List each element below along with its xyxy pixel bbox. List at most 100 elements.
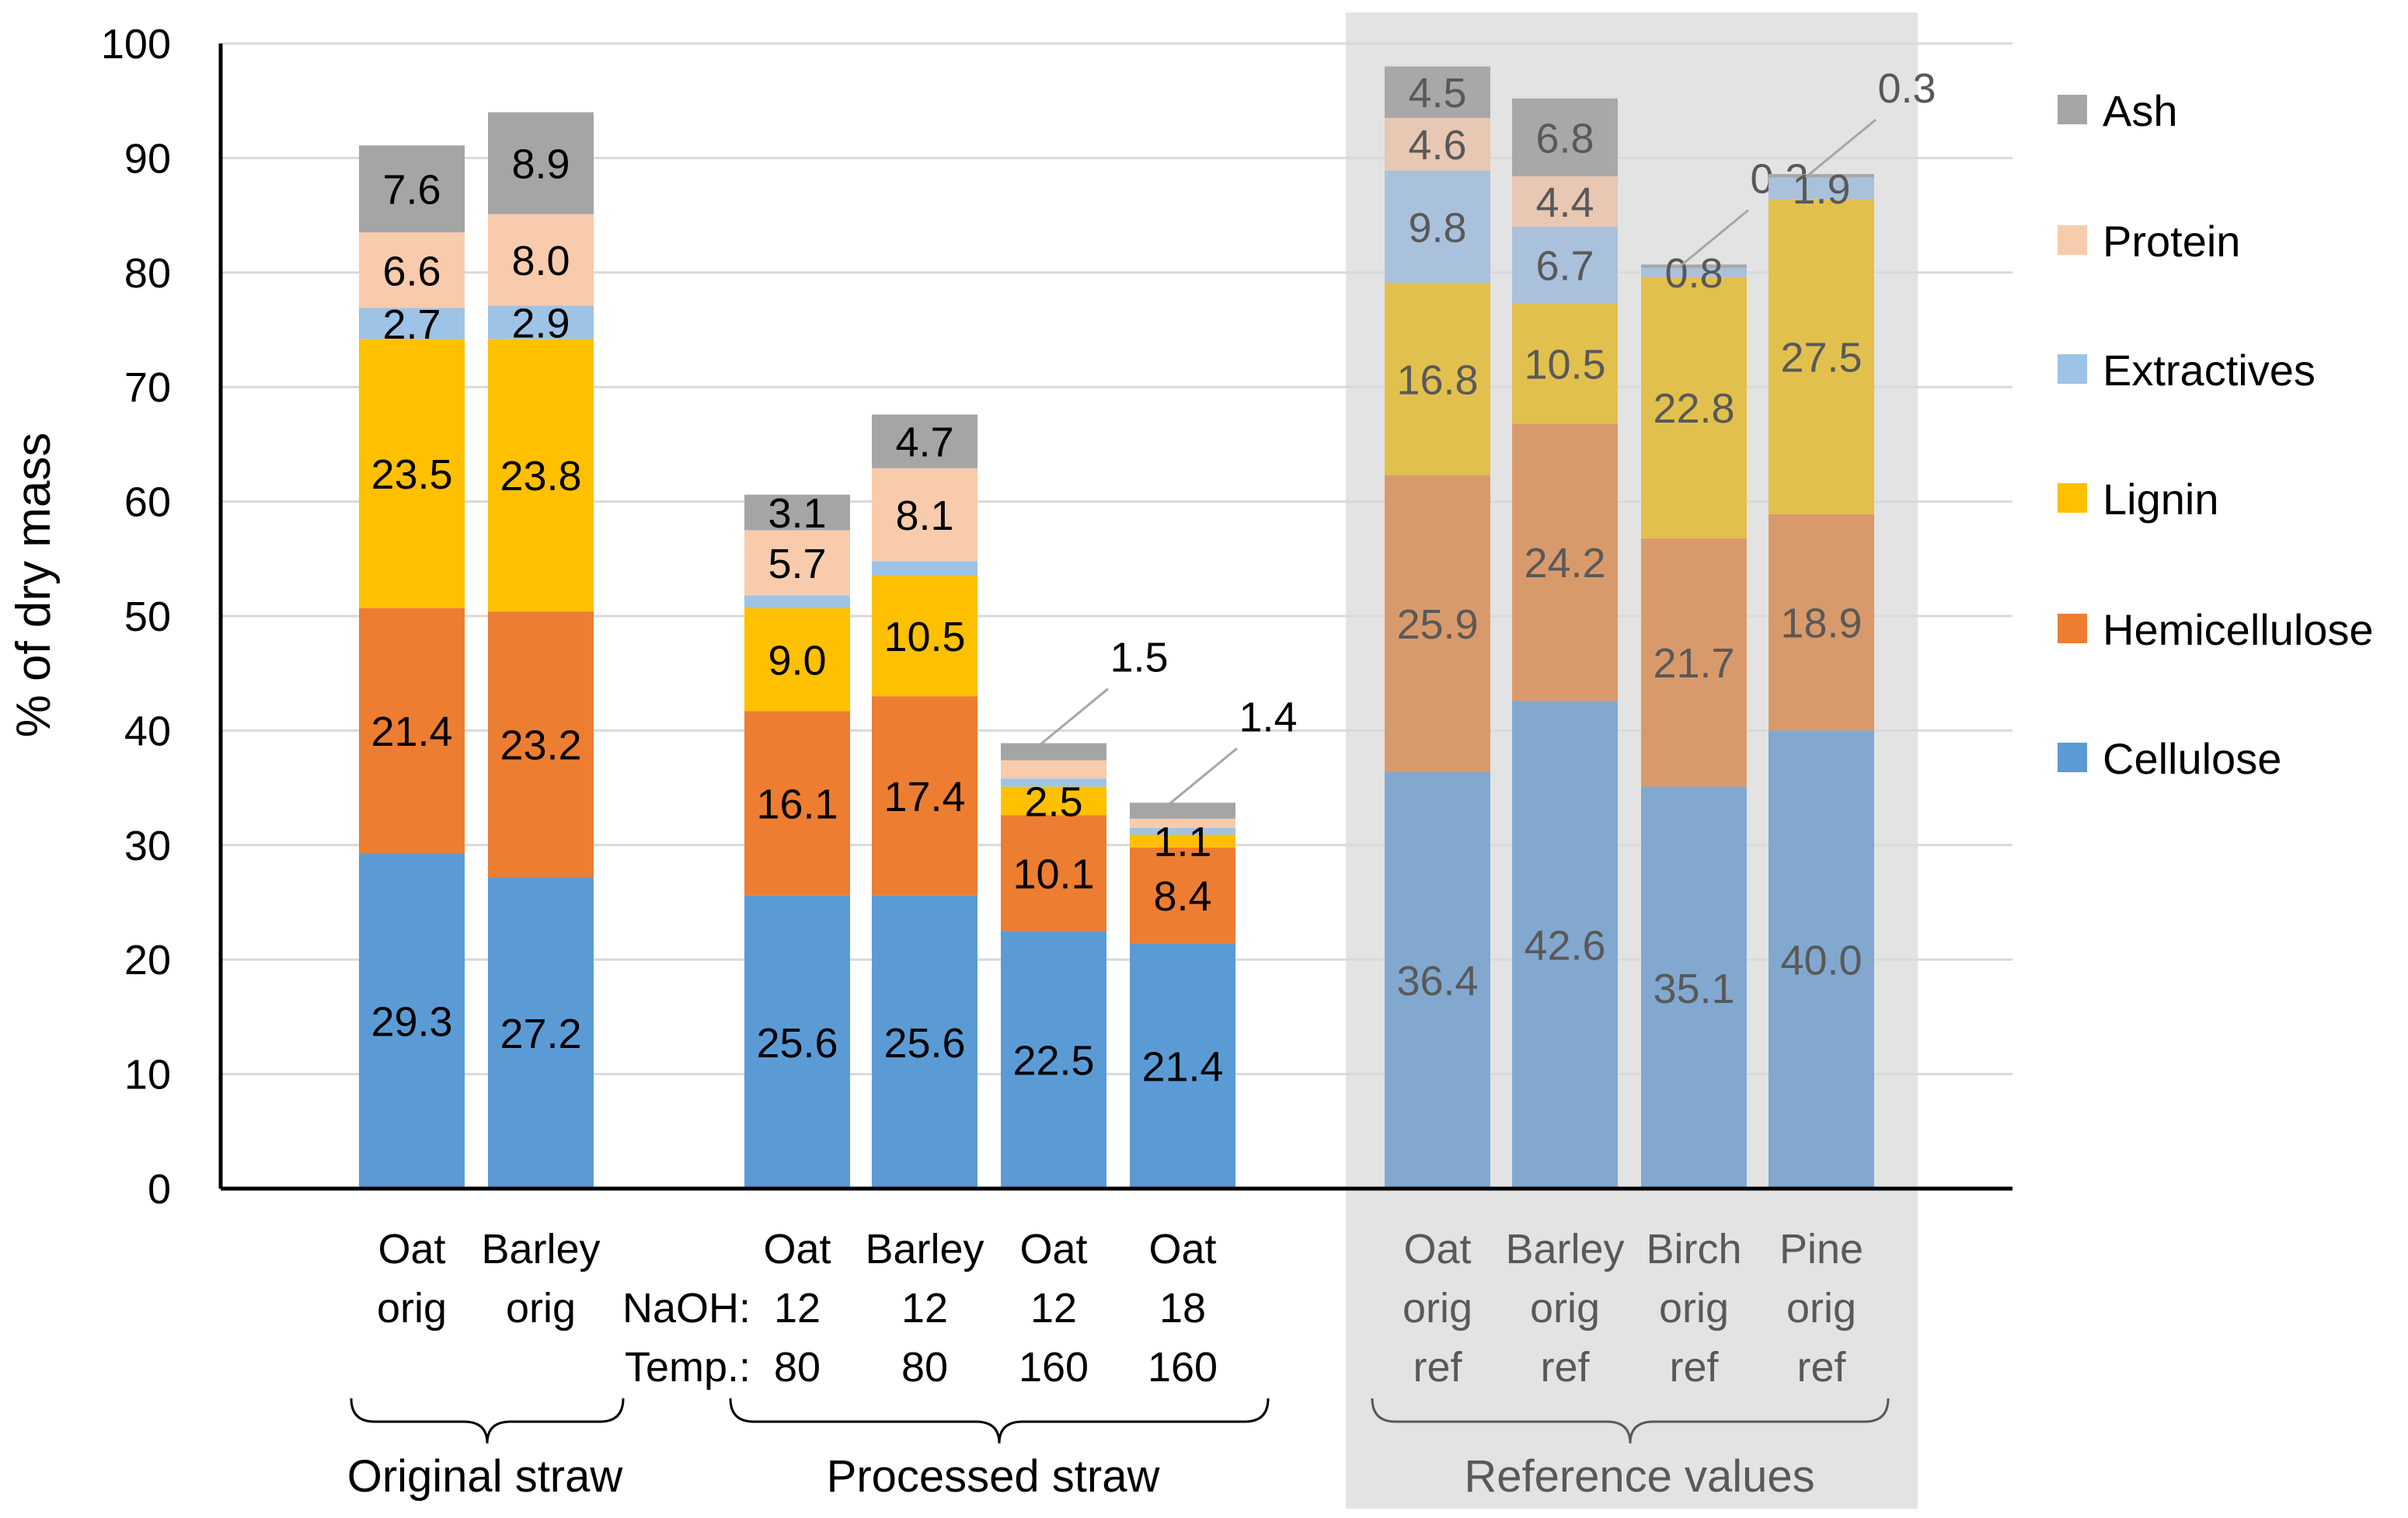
category-label: ref [1669,1344,1719,1391]
bar-segment-extractives [1130,827,1235,835]
category-label: orig [1403,1285,1472,1332]
bar-segment-ash [1769,174,1874,178]
legend-label: Extractives [2103,346,2316,395]
data-label: 17.4 [883,774,965,820]
bar-segment-hemicellulose [1130,847,1235,944]
bar-segment-protein [359,232,465,308]
data-label: 23.2 [500,722,581,769]
data-label: 22.5 [1012,1038,1094,1085]
bar-segment-lignin [1641,277,1747,538]
category-label: 160 [1148,1344,1218,1391]
legend-swatch-extractives [2058,354,2087,384]
data-label: 25.9 [1396,601,1478,648]
data-label: 2.5 [1024,778,1082,825]
category-label: ref [1413,1344,1462,1391]
bar-segment-ash [872,414,977,468]
data-label: 2.9 [511,300,570,346]
bar-segment-cellulose [872,895,977,1189]
group-label: Processed straw [827,1451,1161,1502]
bar-segment-extractives [1512,226,1618,304]
data-label: 0.8 [1664,250,1723,297]
category-label: 18 [1159,1285,1206,1332]
group-bracket [350,1398,625,1444]
data-label: 10.5 [1524,341,1605,388]
callout-label: 1.5 [1110,635,1168,681]
bar-segment-cellulose [1641,786,1747,1189]
y-tick-label: 70 [124,364,171,411]
y-tick-label: 50 [124,594,171,640]
data-label: 9.0 [768,637,826,684]
group-bracket [1371,1398,1890,1444]
data-label: 40.0 [1780,938,1862,984]
row-label: NaOH: [622,1285,751,1332]
bar-segment-ash [488,112,594,214]
bar-segment-extractives [488,305,594,339]
bar-segment-lignin [872,576,977,697]
callout-label: 0.3 [1877,65,1936,112]
data-label: 4.4 [1535,179,1594,226]
y-tick-label: 80 [124,250,171,297]
y-tick-label: 40 [124,708,171,754]
data-label: 9.8 [1408,204,1466,251]
category-label: Barley [1505,1226,1624,1273]
bar-segment-extractives [1001,778,1106,787]
category-label: Oat [1148,1226,1216,1273]
data-label: 27.5 [1780,335,1862,381]
bar-segment-hemicellulose [359,608,465,854]
data-label: 5.7 [768,541,826,587]
group-bracket [729,1398,1270,1444]
legend-label: Hemicellulose [2103,605,2374,654]
data-label: 8.4 [1153,873,1211,920]
bar-segment-cellulose [1001,931,1106,1189]
callout-leader [1166,747,1238,807]
data-label: 36.4 [1396,958,1478,1004]
legend-label: Lignin [2103,475,2218,524]
data-label: 25.6 [756,1020,838,1067]
bar-segment-protein [744,530,850,596]
bar-segment-cellulose [359,853,465,1189]
bar-segment-hemicellulose [1769,514,1874,731]
group-label: Original straw [347,1451,624,1502]
bar-segment-hemicellulose [1001,815,1106,931]
category-label: orig [1786,1285,1856,1332]
data-label: 10.5 [883,614,965,660]
data-label: 25.6 [883,1020,965,1067]
category-label: orig [1659,1285,1729,1332]
data-label: 18.9 [1780,601,1862,647]
bar-segment-hemicellulose [1385,475,1490,772]
row-label: Temp.: [625,1344,751,1391]
y-tick-label: 100 [101,21,171,68]
data-label: 8.0 [511,238,570,284]
bar-segment-extractives [1385,170,1490,284]
bar-segment-lignin [1130,834,1235,848]
group-label: Reference values [1464,1451,1814,1502]
bar-segment-cellulose [1385,771,1490,1189]
category-label: Pine [1779,1226,1863,1273]
bar-segment-extractives [1769,177,1874,200]
category-label: orig [377,1285,447,1332]
category-label: Birch [1646,1226,1741,1273]
category-label: Barley [865,1226,984,1273]
legend-swatch-lignin [2058,483,2087,513]
y-tick-label: 0 [148,1166,171,1213]
category-label: Oat [378,1226,445,1273]
category-label: 12 [774,1285,821,1332]
data-label: 21.7 [1653,640,1734,687]
bar-segment-ash [1001,743,1106,761]
data-label: 23.8 [500,453,581,500]
data-label: 42.6 [1524,922,1605,969]
bar-segment-extractives [744,595,850,608]
bar-segment-ash [1641,264,1747,268]
category-label: orig [1530,1285,1600,1332]
category-label: Oat [1019,1226,1087,1273]
bar-segment-extractives [359,308,465,339]
data-label: 8.9 [511,141,570,187]
data-label: 29.3 [371,998,452,1045]
callout-leader [1037,688,1109,747]
legend-swatch-ash [2058,95,2087,124]
y-tick-label: 10 [124,1052,171,1098]
bar-segment-lignin [1512,303,1618,424]
bar-segment-lignin [488,339,594,612]
